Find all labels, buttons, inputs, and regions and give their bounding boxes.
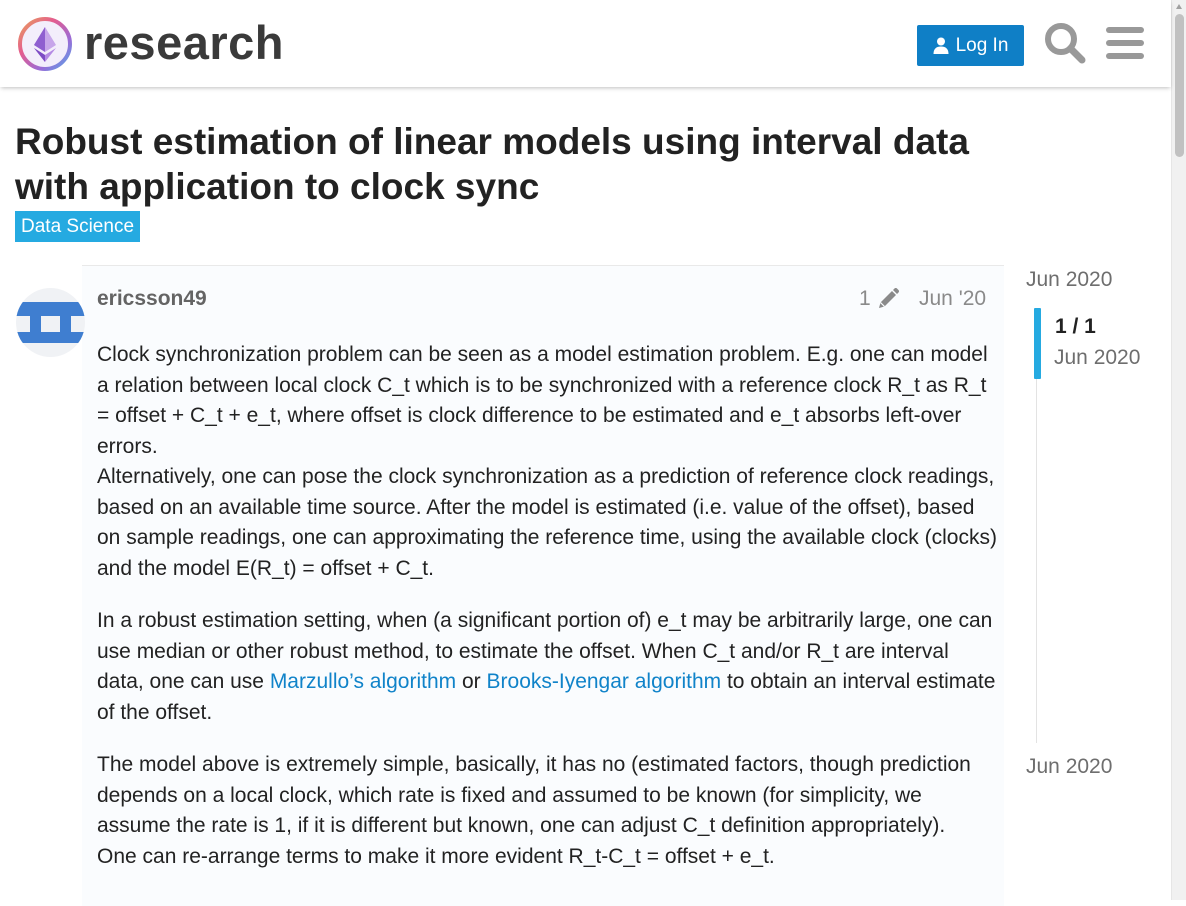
post-text-span: Clock synchronization problem can be see… [97,343,988,458]
timeline-start-date[interactable]: Jun 2020 [1026,268,1113,291]
search-icon[interactable] [1043,21,1087,65]
post-content: Clock synchronization problem can be see… [97,340,997,894]
topic-title[interactable]: Robust estimation of linear models using… [15,121,969,207]
post-paragraph: The model above is extremely simple, bas… [97,750,997,872]
post-text-span: In a robust estimation setting, when (a … [97,609,993,693]
post-text-span: Alternatively, one can pose the clock sy… [97,465,997,580]
logo-text: research [84,15,284,69]
timeline-track[interactable] [1036,308,1037,743]
post-text-span: The model above is extremely simple, bas… [97,753,971,837]
brooks-iyengar-algorithm-link[interactable]: Brooks-Iyengar algorithm [486,670,722,693]
post-text-span: One can re-arrange terms to make it more… [97,844,775,868]
marzullo-algorithm-link[interactable]: Marzullo’s algorithm [269,670,457,693]
scroll-thumb[interactable] [1175,14,1184,157]
post-text-span: or [456,670,487,693]
login-button[interactable]: Log In [917,25,1024,66]
edit-count: 1 [859,287,871,310]
category-badge[interactable]: Data Science [15,211,141,242]
post-edit-history[interactable]: 1 [859,286,899,312]
post-username[interactable]: ericsson49 [97,287,207,310]
hamburger-menu-icon[interactable] [1106,25,1144,61]
site-logo[interactable]: research [16,15,284,73]
post-divider [82,265,1004,266]
site-header: research Log In [0,0,1171,87]
timeline-position: 1 / 1 [1055,315,1096,338]
post-paragraph: In a robust estimation setting, when (a … [97,606,997,728]
pencil-icon [878,288,899,308]
post-text-span: to obtain an interval estimate of the of… [97,670,996,724]
logo-icon [18,17,72,71]
post-body-background [82,266,1004,906]
login-label: Log In [955,34,1009,56]
timeline-end-date[interactable]: Jun 2020 [1026,755,1113,778]
scroll-up-arrow-icon[interactable] [1176,4,1182,9]
page-scrollbar[interactable] [1171,0,1186,900]
post-date[interactable]: Jun '20 [919,287,987,310]
post-paragraph: Clock synchronization problem can be see… [97,340,997,584]
timeline-handle[interactable] [1034,308,1041,379]
user-icon [933,37,949,54]
avatar[interactable] [16,288,85,357]
timeline-current-date: Jun 2020 [1054,346,1141,369]
